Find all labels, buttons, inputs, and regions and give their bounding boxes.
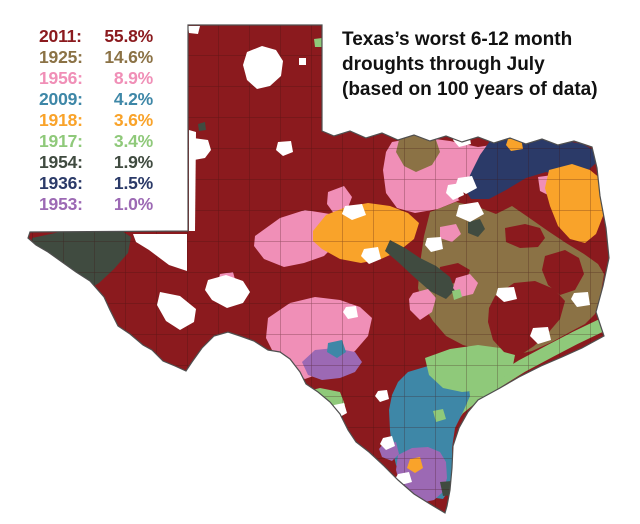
legend-percent-value: 14.6% [104, 47, 153, 67]
region-nodata [190, 138, 211, 160]
legend-percent-value: 1.9% [113, 152, 153, 172]
chart-title-line: (based on 100 years of data) [342, 79, 598, 100]
legend-entry: 2011: 55.8% [39, 26, 153, 47]
region-nodata [530, 327, 551, 344]
region-nodata [496, 287, 517, 302]
legend-percent-value: 3.4% [113, 131, 153, 151]
region-nodata [343, 306, 358, 319]
chart-title-line: droughts through July [342, 54, 545, 75]
legend-percent-value: 3.6% [113, 110, 153, 130]
region-nodata [425, 237, 443, 252]
legend-percent-value: 8.9% [113, 68, 153, 88]
region-nodata [205, 275, 250, 308]
legend-percent-value: 4.2% [113, 89, 153, 109]
chart-title: Texas’s worst 6-12 month droughts throug… [342, 27, 634, 102]
legend-percent-value: 1.5% [113, 173, 153, 193]
legend-entry: 1917: 3.4% [39, 131, 153, 152]
legend-year-label: 1925: [39, 47, 83, 67]
region-nodata [188, 26, 200, 34]
legend-year-label: 1954: [39, 152, 83, 172]
legend-year-label: 2011: [39, 26, 82, 46]
legend-entries: 2011: 55.8% 1925: 14.6% 1956: 8.9% 2009: 4.2% 19… [39, 26, 153, 215]
legend-percent-value: 1.0% [113, 194, 153, 214]
legend-entry: 1954: 1.9% [39, 152, 153, 173]
state-outline [27, 24, 610, 514]
chart-title-line: Texas’s worst 6-12 month [342, 29, 573, 50]
region-nodata [133, 234, 187, 271]
legend-year-label: 1956: [39, 68, 83, 88]
region-nodata [571, 292, 590, 307]
legend-entry: 1953: 1.0% [39, 194, 153, 215]
region-nodata [276, 141, 293, 156]
region-nodata [342, 204, 366, 220]
legend-year-label: 1917: [39, 131, 83, 151]
legend-year-label: 2009: [39, 89, 83, 109]
region-nodata [299, 58, 306, 65]
legend: 2011: 55.8% 1925: 14.6% 1956: 8.9% 2009: 4.2% 19… [25, 16, 167, 225]
region-nodata [157, 292, 196, 330]
region-nodata [243, 46, 283, 89]
legend-entry: 1956: 8.9% [39, 68, 153, 89]
legend-year-label: 1953: [39, 194, 83, 214]
legend-year-label: 1936: [39, 173, 83, 193]
region-nodata [380, 436, 395, 450]
legend-entry: 1925: 14.6% [39, 47, 153, 68]
legend-entry: 1936: 1.5% [39, 173, 153, 194]
region-nodata [456, 202, 484, 222]
region-nodata [361, 247, 381, 264]
legend-percent-value: 55.8% [104, 26, 153, 46]
legend-year-label: 1918: [39, 110, 83, 130]
legend-entry: 2009: 4.2% [39, 89, 153, 110]
legend-entry: 1918: 3.6% [39, 110, 153, 131]
region-nodata [375, 390, 389, 402]
region-nodata [455, 176, 477, 194]
